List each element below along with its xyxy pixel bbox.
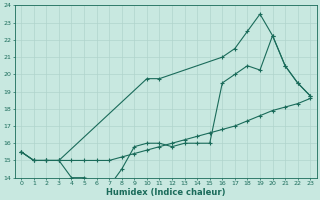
X-axis label: Humidex (Indice chaleur): Humidex (Indice chaleur): [106, 188, 226, 197]
